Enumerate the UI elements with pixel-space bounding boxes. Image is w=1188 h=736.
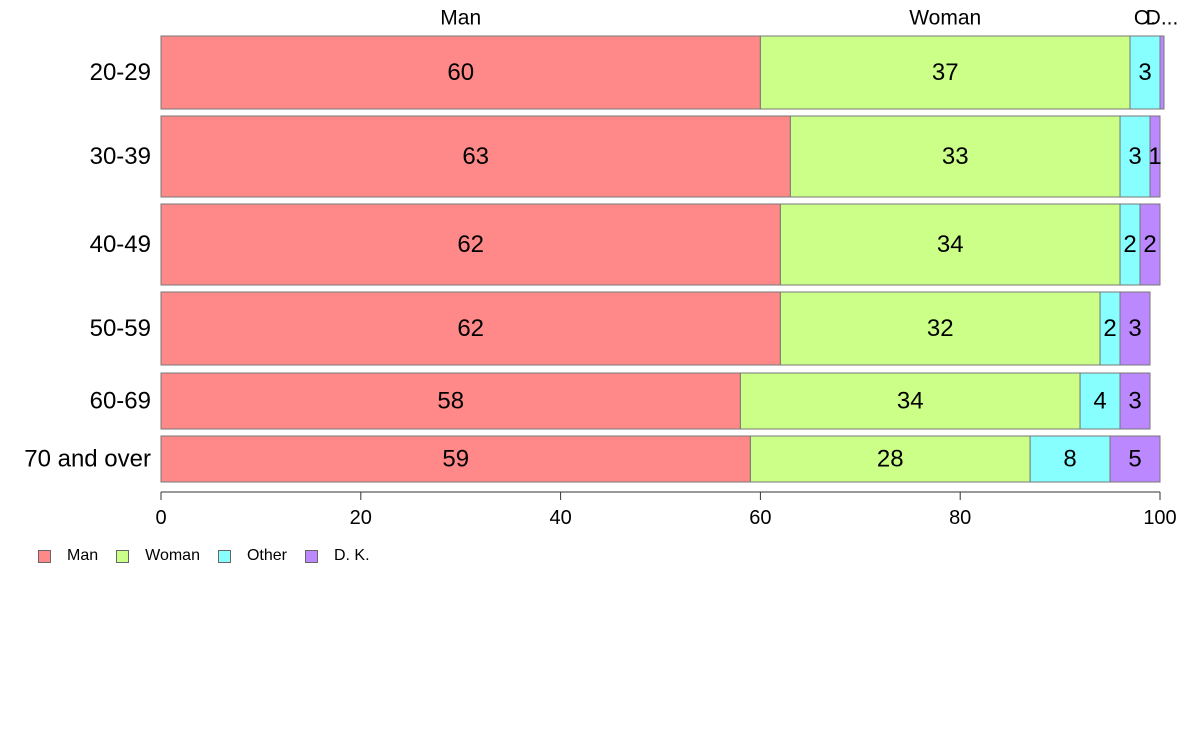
bar-d-k-60-69	[1119, 372, 1151, 430]
bar-man-30-39	[160, 115, 791, 198]
bar-other-30-39	[1119, 115, 1151, 198]
category-label-20-29: 20-29	[90, 59, 151, 86]
bar-d-k-50-59	[1119, 291, 1151, 366]
x-tick-label-80: 80	[949, 507, 971, 529]
data-label-d-k-70-and-over: 5	[1128, 446, 1141, 473]
category-label-30-39: 30-39	[90, 143, 151, 170]
legend: Man Woman Other D. K.	[38, 547, 388, 565]
category-label-70-and-over: 70 and over	[24, 446, 151, 473]
legend-item-dk: D. K.	[304, 547, 370, 565]
data-label-man-50-59: 62	[457, 315, 484, 342]
bar-man-50-59	[160, 291, 781, 366]
x-tick-label-100: 100	[1143, 507, 1176, 529]
data-label-other-50-59: 2	[1103, 315, 1116, 342]
bar-d-k-70-and-over	[1109, 435, 1161, 483]
legend-label-dk: D. K.	[333, 547, 370, 564]
bar-other-70-and-over	[1029, 435, 1111, 483]
data-label-other-20-29: 3	[1138, 59, 1151, 86]
legend-swatch-other	[217, 549, 231, 563]
legend-label-man: Man	[67, 547, 99, 564]
data-label-woman-40-49: 34	[937, 231, 964, 258]
bar-woman-50-59	[779, 291, 1101, 366]
bar-other-60-69	[1079, 372, 1121, 430]
legend-item-woman: Woman	[116, 547, 200, 565]
data-label-woman-50-59: 32	[927, 315, 954, 342]
data-label-d-k-50-59: 3	[1128, 315, 1141, 342]
bar-woman-40-49	[779, 203, 1121, 286]
data-label-d-k-30-39: 1	[1148, 143, 1161, 170]
data-label-man-30-39: 63	[462, 143, 489, 170]
data-label-woman-60-69: 34	[897, 388, 924, 415]
bar-d-k-30-39	[1149, 115, 1161, 198]
category-label-60-69: 60-69	[90, 388, 151, 415]
data-label-man-70-and-over: 59	[442, 446, 469, 473]
data-label-d-k-60-69: 3	[1128, 388, 1141, 415]
bar-d-k-40-49	[1139, 203, 1161, 286]
bar-other-20-29	[1129, 35, 1161, 110]
bar-woman-60-69	[739, 372, 1081, 430]
legend-label-woman: Woman	[145, 547, 200, 564]
legend-item-man: Man	[38, 547, 98, 565]
data-label-man-20-29: 60	[447, 59, 474, 86]
bar-d-k-20-29	[1159, 35, 1165, 110]
legend-swatch-dk	[304, 549, 318, 563]
x-tick-label-20: 20	[350, 507, 372, 529]
category-label-40-49: 40-49	[90, 231, 151, 258]
bar-man-70-and-over	[160, 435, 751, 483]
x-tick-label-40: 40	[549, 507, 571, 529]
top-label-d-k: D...	[1146, 7, 1179, 30]
data-label-woman-30-39: 33	[942, 143, 969, 170]
legend-label-other: Other	[246, 547, 287, 564]
bar-man-60-69	[160, 372, 741, 430]
bar-man-40-49	[160, 203, 781, 286]
category-label-50-59: 50-59	[90, 315, 151, 342]
data-label-woman-20-29: 37	[932, 59, 959, 86]
top-label-other: O.	[1134, 7, 1156, 30]
data-label-man-40-49: 62	[457, 231, 484, 258]
data-label-other-60-69: 4	[1093, 388, 1106, 415]
data-label-other-70-and-over: 8	[1063, 446, 1076, 473]
x-tick-label-60: 60	[749, 507, 771, 529]
data-label-woman-70-and-over: 28	[877, 446, 904, 473]
data-label-man-60-69: 58	[437, 388, 464, 415]
bar-woman-20-29	[759, 35, 1131, 110]
bar-man-20-29	[160, 35, 761, 110]
data-label-other-30-39: 3	[1128, 143, 1141, 170]
top-label-man: Man	[440, 7, 481, 30]
legend-swatch-man	[38, 549, 51, 563]
top-label-woman: Woman	[909, 7, 981, 30]
x-tick-label-0: 0	[155, 507, 166, 529]
data-label-d-k-40-49: 2	[1143, 231, 1156, 258]
legend-item-other: Other	[217, 547, 287, 565]
bar-woman-30-39	[789, 115, 1121, 198]
legend-swatch-woman	[116, 549, 130, 563]
data-label-other-40-49: 2	[1123, 231, 1136, 258]
